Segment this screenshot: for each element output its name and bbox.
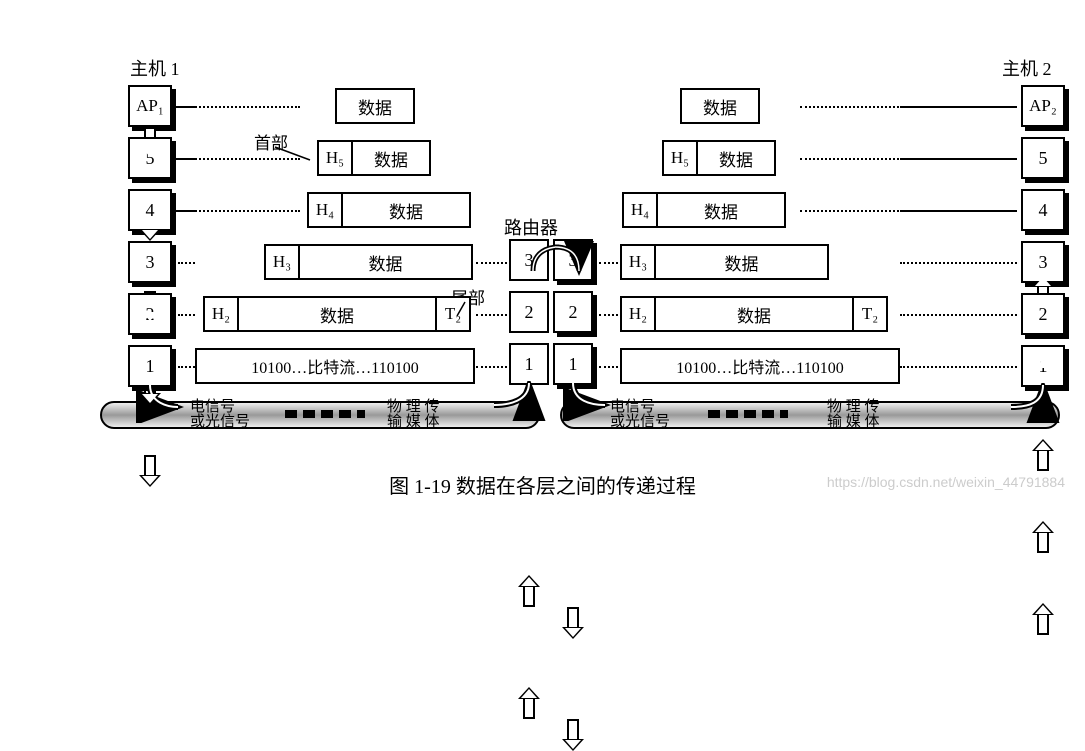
medium-left-1: 电信号 或光信号 — [190, 400, 250, 430]
diagram-canvas: 主机 1 主机 2 路由器 首部 尾部 电信号 或光信号 物 理 传 输 媒 体… — [0, 0, 1085, 516]
header-pointer — [270, 145, 320, 165]
dashed-guide — [476, 262, 507, 264]
tube-curve-arrow — [118, 383, 188, 423]
trailer-pointer — [455, 300, 485, 320]
pdu-segment: 数据 — [341, 192, 471, 228]
layer-box: 3 — [128, 241, 172, 283]
pdu-segment: 数据 — [351, 140, 431, 176]
arrow-up-icon — [520, 689, 534, 719]
router-left-box: 1 — [509, 343, 549, 385]
router-tube-curve — [533, 381, 613, 421]
medium-right-1: 物 理 传 输 媒 体 — [387, 400, 440, 430]
pdu-segment: 数据 — [298, 244, 473, 280]
dashed-guide — [178, 262, 195, 264]
signal-marks-1 — [285, 410, 365, 418]
pdu-segment: 数据 — [335, 88, 415, 124]
pdu-segment: 数据 — [237, 296, 437, 332]
medium-left-2: 电信号 或光信号 — [610, 400, 670, 430]
layer-box: 5 — [1021, 137, 1065, 179]
layer-box: 5 — [128, 137, 172, 179]
pdu-segment: 数据 — [696, 140, 776, 176]
pdu-segment: 数据 — [680, 88, 760, 124]
pdu-segment: H₄ — [622, 192, 658, 228]
arrow-up-icon — [1034, 523, 1048, 553]
tube-curve-arrow — [1011, 383, 1081, 423]
router-right-box: 2 — [553, 291, 593, 333]
pdu-segment: H₅ — [662, 140, 698, 176]
router-top-arrows — [519, 241, 594, 277]
dashed-guide — [176, 210, 300, 212]
dashed-guide — [176, 106, 300, 108]
router-right-box: 1 — [553, 343, 593, 385]
pdu-segment: 10100…比特流…110100 — [195, 348, 475, 384]
dashed-guide — [900, 262, 1017, 264]
arrow-up-icon — [1034, 605, 1048, 635]
dashed-guide — [800, 106, 1015, 108]
layer-box: 4 — [128, 189, 172, 231]
layer-box: 1 — [128, 345, 172, 387]
pdu-segment: T₂ — [852, 296, 888, 332]
pdu-segment: H₃ — [620, 244, 656, 280]
host1-label: 主机 1 — [130, 55, 180, 81]
pdu-segment: H₂ — [203, 296, 239, 332]
dashed-guide — [599, 314, 618, 316]
pdu-segment: H₄ — [307, 192, 343, 228]
arrow-up-icon — [520, 577, 534, 607]
signal-marks-2 — [708, 410, 788, 418]
arrow-up-icon — [1034, 441, 1048, 471]
pdu-segment: 数据 — [656, 192, 786, 228]
pdu-segment: 10100…比特流…110100 — [620, 348, 900, 384]
pdu-segment: H₃ — [264, 244, 300, 280]
dashed-guide — [900, 366, 1017, 368]
dashed-guide — [178, 366, 195, 368]
dashed-guide — [800, 158, 1015, 160]
watermark: https://blog.csdn.net/weixin_44791884 — [827, 474, 1065, 490]
pdu-segment: 数据 — [654, 244, 829, 280]
layer-box: 2 — [1021, 293, 1065, 335]
pdu-segment: H₅ — [317, 140, 353, 176]
medium-right-2: 物 理 传 输 媒 体 — [827, 400, 880, 430]
router-left-box: 2 — [509, 291, 549, 333]
dashed-guide — [178, 314, 195, 316]
arrow-down-icon — [564, 719, 578, 749]
dashed-guide — [800, 210, 1015, 212]
layer-box: AP₁ — [128, 85, 172, 127]
arrow-down-icon — [141, 455, 155, 485]
dashed-guide — [476, 366, 507, 368]
layer-box: AP₂ — [1021, 85, 1065, 127]
dashed-guide — [599, 262, 618, 264]
dashed-guide — [599, 366, 618, 368]
layer-box: 4 — [1021, 189, 1065, 231]
dashed-guide — [900, 314, 1017, 316]
pdu-segment: H₂ — [620, 296, 656, 332]
arrow-down-icon — [564, 607, 578, 637]
pdu-segment: 数据 — [654, 296, 854, 332]
router-label: 路由器 — [504, 214, 558, 240]
host2-label: 主机 2 — [1002, 55, 1052, 81]
